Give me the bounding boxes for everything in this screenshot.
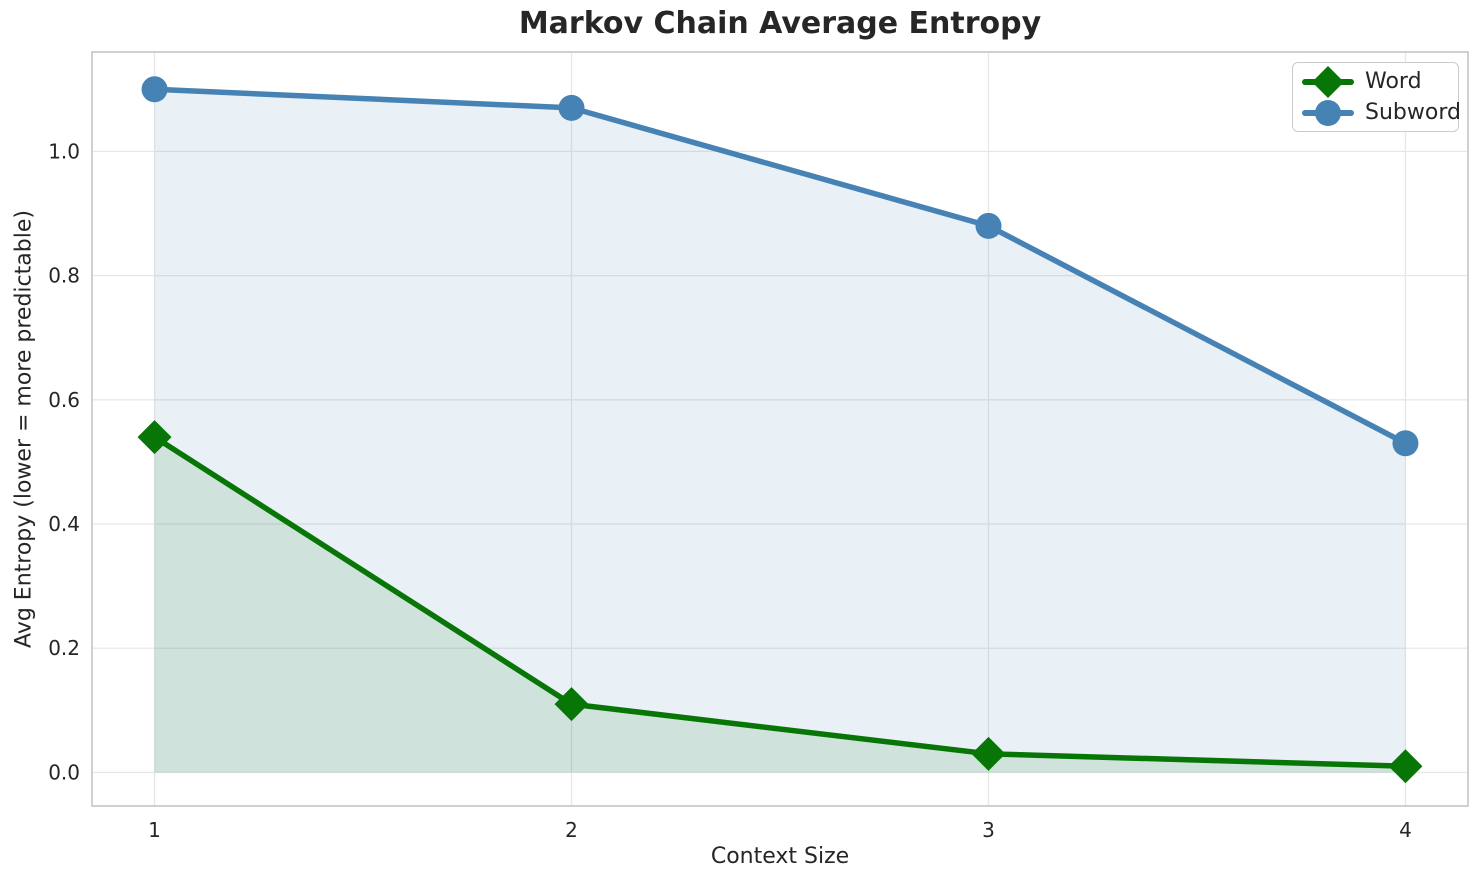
- word-marker-point: [137, 420, 172, 455]
- axes-border: [91, 51, 1469, 807]
- legend-item-subword: Subword: [1301, 97, 1461, 128]
- x-tick-label: 1: [148, 818, 161, 842]
- subword-marker-point: [975, 212, 1002, 239]
- legend-item-word: Word: [1301, 65, 1450, 98]
- legend-label-word: Word: [1365, 69, 1422, 94]
- word-diamond-marker-icon: [1302, 65, 1354, 98]
- y-tick-label: 0.8: [48, 264, 80, 288]
- subword-line: [151, 86, 1409, 447]
- y-tick-label: 0.4: [48, 512, 80, 536]
- legend: Word Subword: [1292, 62, 1461, 132]
- y-axis-label: Avg Entropy (lower = more predictable): [11, 210, 37, 648]
- subword-marker-point: [558, 94, 585, 121]
- word-marker-point: [554, 687, 589, 722]
- y-tick-label: 1.0: [48, 139, 80, 163]
- y-tick-label: 0.0: [48, 760, 80, 784]
- legend-label-subword: Subword: [1365, 100, 1461, 125]
- word-marker-point: [1388, 749, 1423, 784]
- subword-marker-point: [141, 76, 168, 103]
- x-tick-label: 2: [565, 818, 578, 842]
- word-line: [151, 434, 1409, 770]
- x-tick-label: 4: [1399, 818, 1412, 842]
- x-axis-label: Context Size: [710, 844, 850, 869]
- subword-area: [154, 89, 1406, 773]
- subword-circle-marker-icon: [1302, 99, 1354, 126]
- subword-marker-point: [1392, 430, 1419, 457]
- word-marker-point: [971, 736, 1006, 771]
- x-tick-label: 3: [982, 818, 995, 842]
- y-tick-label: 0.2: [48, 636, 80, 660]
- chart-title: Markov Chain Average Entropy: [518, 6, 1042, 41]
- word-area: [154, 437, 1406, 773]
- y-tick-label: 0.6: [48, 388, 80, 412]
